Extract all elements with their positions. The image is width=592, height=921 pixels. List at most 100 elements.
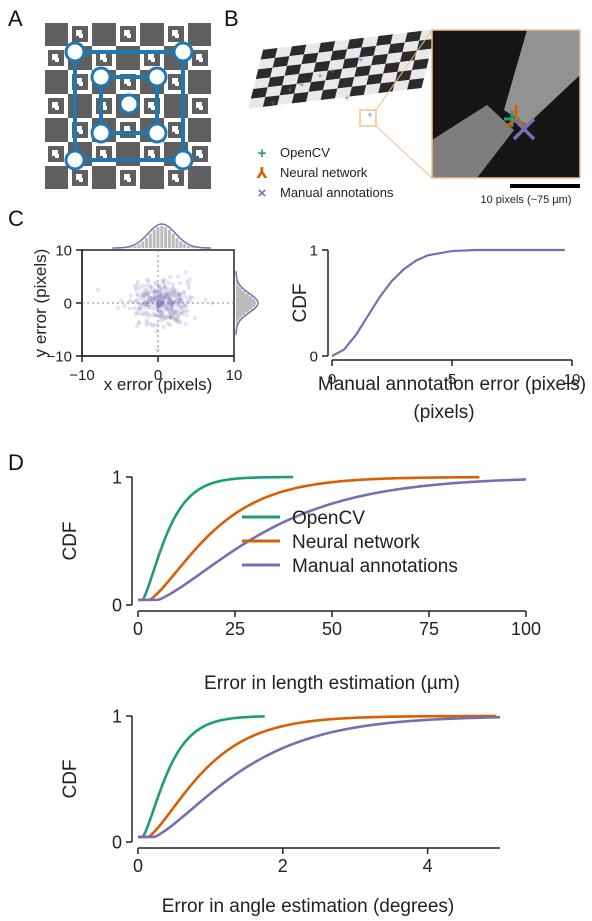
- scatter-point: [159, 291, 164, 297]
- scatter-point: [151, 296, 156, 301]
- legend-label: OpenCV: [280, 145, 330, 160]
- scatter-point: [144, 317, 149, 322]
- marginal-bar: [164, 227, 168, 248]
- scatter-point: [157, 314, 162, 319]
- scatter-point: [180, 305, 185, 311]
- scatter-point: [144, 301, 149, 307]
- board-square: [395, 70, 413, 82]
- scatter-point: [140, 310, 145, 316]
- scatter-point: [167, 310, 173, 315]
- marginal-bar: [145, 237, 149, 248]
- scatter-point: [133, 312, 139, 317]
- scatter-point: [151, 297, 156, 303]
- scatter-point: [151, 307, 156, 312]
- scatter-point: [162, 284, 167, 290]
- scatter-point: [157, 303, 163, 309]
- corner-point: [64, 149, 86, 171]
- scatter-point: [165, 292, 170, 298]
- scatter-point: [161, 281, 167, 287]
- aruco-cell: [79, 130, 83, 134]
- scatter-point: [175, 301, 181, 306]
- scatter-point: [147, 298, 153, 303]
- scatter-point: [143, 291, 149, 296]
- scatter-point: [155, 305, 160, 311]
- cdf-line-opencv: [138, 475, 294, 602]
- aruco-cell: [172, 126, 178, 132]
- scatter-point: [175, 314, 181, 320]
- scatter-point: [128, 293, 133, 298]
- scatter-point: [134, 287, 139, 293]
- board-square: [311, 70, 328, 83]
- scatter-point: [189, 295, 195, 300]
- scatter-point: [167, 322, 173, 328]
- scatter-point: [178, 299, 184, 305]
- scatter-point: [153, 313, 159, 318]
- legend-marker-icon: +: [258, 145, 267, 162]
- scatter-point: [177, 280, 183, 286]
- marginal-bar: [236, 288, 242, 292]
- panel-d-angle-chart: 0 2 4 1 0 Error in angle estimation (degrees)…: [60, 706, 501, 917]
- scatter-point: [141, 293, 146, 298]
- scatter-point: [138, 301, 144, 306]
- board-border: [43, 21, 213, 191]
- aruco-cell: [172, 78, 178, 84]
- marginal-bar: [236, 282, 238, 286]
- scatter-point: [179, 311, 184, 316]
- scatter-point: [167, 297, 173, 302]
- scatter-point: [158, 313, 163, 318]
- marginal-bar: [236, 296, 253, 300]
- board-square: [344, 47, 362, 60]
- marginal-bar: [171, 233, 175, 248]
- cdf-line-manual: [331, 248, 565, 357]
- scatter-point: [157, 298, 162, 304]
- scatter-point: [177, 298, 182, 303]
- scatter-point: [160, 301, 165, 306]
- scatter-point: [179, 299, 185, 304]
- detected-corner-marker: +: [287, 85, 292, 95]
- cdf-line-manual-annotations: [138, 478, 527, 602]
- scatter-point: [147, 313, 153, 318]
- aruco-cell: [124, 174, 130, 180]
- scatter-point: [169, 316, 175, 321]
- scatter-point: [154, 290, 160, 295]
- scatter-point: [163, 305, 168, 311]
- scatter-point: [169, 307, 175, 312]
- bright-square-bottom: [432, 105, 514, 178]
- scatter-point: [178, 320, 183, 325]
- scatter-point: [132, 305, 137, 311]
- board-square: [188, 166, 212, 190]
- scatter-point: [166, 280, 171, 286]
- scatter-point: [144, 288, 149, 293]
- board-square: [337, 76, 355, 89]
- scatter-point: [167, 296, 172, 301]
- scatter-point: [153, 280, 158, 285]
- board-square: [332, 39, 350, 51]
- scatter-point: [183, 294, 188, 300]
- x-axis-label: Error in angle estimation (degrees): [162, 896, 455, 917]
- scatter-point: [137, 305, 143, 311]
- board-square: [253, 77, 271, 89]
- board-square: [272, 56, 290, 68]
- scatter-point: [172, 294, 177, 299]
- scatter-point: [149, 296, 154, 301]
- scatter-point: [156, 303, 162, 308]
- scatter-point: [165, 321, 171, 326]
- marginal-bar: [236, 309, 249, 313]
- board-square: [313, 60, 331, 73]
- scatter-point: [118, 298, 124, 303]
- board-square: [250, 87, 268, 99]
- board-square: [385, 52, 403, 64]
- panel-d-length-chart: 0 25 50 75 100 1 0 Error in length estimation (…: [60, 467, 541, 694]
- scatter-point: [158, 294, 164, 300]
- y-tick-label: 0: [112, 832, 122, 852]
- board-square: [294, 82, 312, 94]
- scatter-point: [143, 305, 148, 310]
- scatter-point: [147, 305, 152, 310]
- scatter-point: [186, 282, 191, 287]
- marginal-bar: [183, 244, 187, 248]
- scatter-point: [158, 286, 163, 292]
- scatter-point: [157, 309, 163, 314]
- board-square: [44, 166, 68, 190]
- scatter-point: [140, 302, 145, 308]
- panel-label-b: B: [224, 6, 239, 31]
